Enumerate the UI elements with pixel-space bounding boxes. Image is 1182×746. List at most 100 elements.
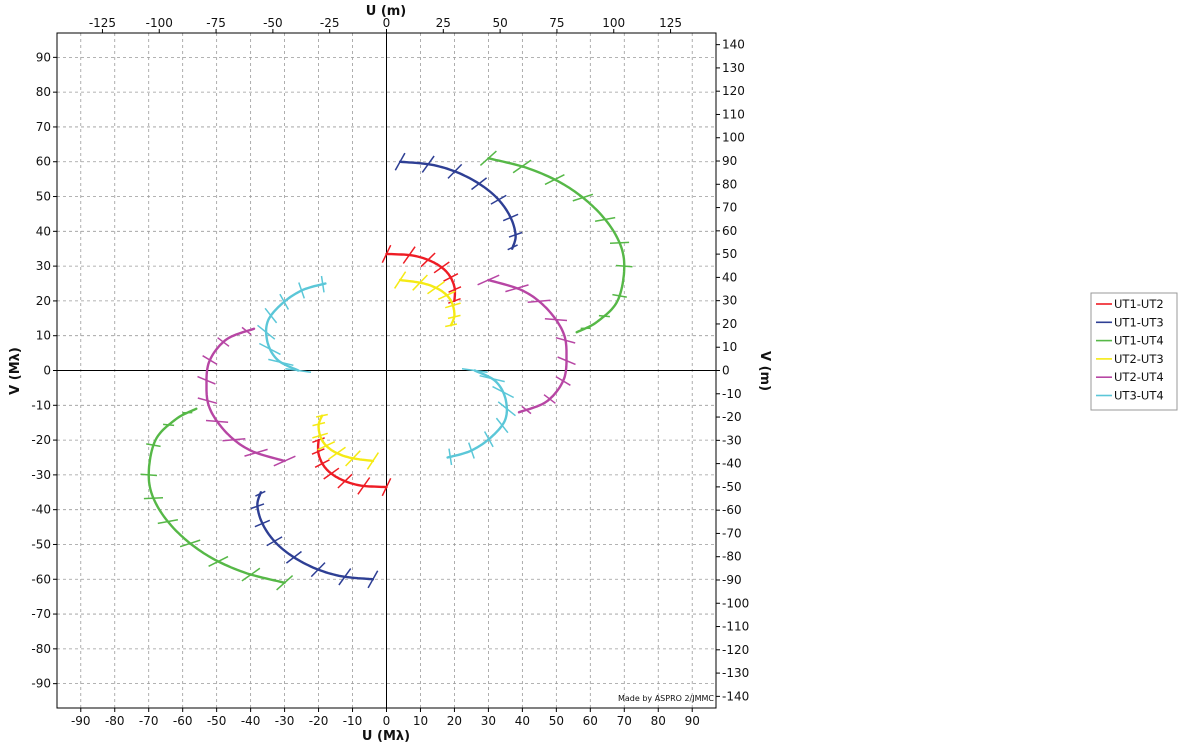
series-ut1-ut3 bbox=[250, 152, 523, 589]
bottom-tick-label: 80 bbox=[651, 714, 666, 728]
right-tick-label: -60 bbox=[722, 503, 742, 517]
hatch-mark-ut2-ut3 bbox=[437, 290, 456, 300]
top-tick-label: 100 bbox=[602, 16, 625, 30]
hatch-mark-ut3-ut4 bbox=[495, 417, 509, 434]
hatch-mark-ut2-ut4 bbox=[521, 405, 532, 415]
hatch-mark-ut1-ut3 bbox=[367, 570, 379, 589]
hatch-mark-ut1-ut2 bbox=[402, 246, 416, 264]
left-tick-label: 40 bbox=[36, 224, 51, 238]
hatch-mark-ut2-ut4 bbox=[241, 326, 252, 336]
right-tick-label: -110 bbox=[722, 620, 749, 634]
left-tick-label: -70 bbox=[31, 607, 51, 621]
left-tick-label: 0 bbox=[43, 364, 51, 378]
hatch-mark-ut1-ut3 bbox=[338, 568, 352, 586]
hatch-mark-ut1-ut2 bbox=[381, 244, 392, 264]
right-tick-label: -80 bbox=[722, 550, 742, 564]
right-tick-label: 80 bbox=[722, 177, 737, 191]
right-tick-label: -120 bbox=[722, 643, 749, 657]
hatch-mark-ut2-ut4 bbox=[244, 448, 268, 457]
hatch-mark-ut2-ut4 bbox=[557, 356, 576, 366]
hatch-mark-ut3-ut4 bbox=[320, 275, 325, 293]
legend-label-ut1-ut4: UT1-UT4 bbox=[1114, 334, 1164, 348]
left-tick-label: -10 bbox=[31, 398, 51, 412]
legend-label-ut1-ut3: UT1-UT3 bbox=[1114, 315, 1164, 329]
bottom-tick-label: -40 bbox=[241, 714, 261, 728]
bottom-tick-label: -10 bbox=[343, 714, 363, 728]
hatch-mark-ut1-ut4 bbox=[157, 518, 179, 525]
hatch-mark-ut1-ut4 bbox=[143, 496, 164, 500]
bottom-tick-label: -30 bbox=[275, 714, 295, 728]
right-tick-label: 70 bbox=[722, 201, 737, 215]
hatch-mark-ut2-ut4 bbox=[205, 419, 229, 423]
top-tick-label: 0 bbox=[383, 16, 391, 30]
hatch-mark-ut3-ut4 bbox=[448, 448, 453, 466]
bottom-tick-label: -90 bbox=[71, 714, 91, 728]
hatch-mark-ut3-ut4 bbox=[492, 385, 515, 399]
right-tick-label: -100 bbox=[722, 596, 749, 610]
right-tick-label: -10 bbox=[722, 387, 742, 401]
bottom-tick-label: 20 bbox=[447, 714, 462, 728]
hatch-mark-ut3-ut4 bbox=[257, 324, 276, 340]
right-axis-title: V (m) bbox=[757, 351, 772, 391]
series-ut1-ut2 bbox=[311, 244, 462, 497]
hatch-mark-ut3-ut4 bbox=[258, 342, 281, 356]
left-tick-label: 80 bbox=[36, 85, 51, 99]
hatch-mark-ut1-ut2 bbox=[448, 286, 462, 293]
series-ut2-ut4 bbox=[197, 274, 576, 467]
legend: UT1-UT2 UT1-UT3 UT1-UT4 UT2-UT3 UT2-UT4 UT3-U… bbox=[1090, 292, 1178, 411]
bottom-axis-title: U (Mλ) bbox=[362, 729, 410, 744]
hatch-mark-ut2-ut3 bbox=[447, 314, 461, 320]
legend-box bbox=[1090, 292, 1178, 411]
hatch-mark-ut1-ut4 bbox=[598, 314, 610, 318]
left-tick-label: 20 bbox=[36, 294, 51, 308]
top-axis-title: U (m) bbox=[366, 4, 407, 19]
top-tick-label: -125 bbox=[89, 16, 116, 30]
hatch-mark-ut2-ut4 bbox=[555, 336, 576, 344]
series-ut2-ut3 bbox=[312, 271, 461, 470]
bottom-tick-label: 70 bbox=[617, 714, 632, 728]
hatch-mark-ut1-ut4 bbox=[615, 264, 633, 268]
hatch-mark-ut2-ut3 bbox=[412, 274, 428, 291]
hatch-mark-ut2-ut3 bbox=[393, 271, 407, 289]
hatch-mark-ut1-ut3 bbox=[255, 490, 266, 497]
hatch-mark-ut1-ut3 bbox=[285, 550, 302, 564]
bottom-tick-label: 50 bbox=[549, 714, 564, 728]
hatch-mark-ut1-ut3 bbox=[421, 155, 435, 173]
right-tick-label: 110 bbox=[722, 107, 745, 121]
top-tick-label: 50 bbox=[492, 16, 507, 30]
left-tick-label: -90 bbox=[31, 677, 51, 691]
hatch-mark-ut1-ut4 bbox=[208, 555, 229, 567]
hatch-mark-ut2-ut3 bbox=[312, 432, 329, 439]
hatch-mark-ut2-ut3 bbox=[345, 450, 361, 467]
legend-label-ut3-ut4: UT3-UT4 bbox=[1114, 389, 1164, 403]
left-tick-label: -20 bbox=[31, 433, 51, 447]
left-tick-label: -40 bbox=[31, 503, 51, 517]
credit-text: Made by ASPRO 2/JMMC bbox=[618, 694, 714, 703]
hatch-mark-ut1-ut4 bbox=[241, 567, 261, 582]
bottom-tick-label: 60 bbox=[583, 714, 598, 728]
hatch-mark-ut2-ut3 bbox=[315, 413, 328, 418]
right-tick-label: 120 bbox=[722, 84, 745, 98]
left-tick-label: 90 bbox=[36, 50, 51, 64]
top-tick-label: -75 bbox=[206, 16, 226, 30]
hatch-mark-ut1-ut3 bbox=[502, 213, 519, 222]
right-tick-label: 40 bbox=[722, 270, 737, 284]
hatch-mark-ut1-ut2 bbox=[311, 448, 325, 455]
hatch-mark-ut1-ut2 bbox=[381, 477, 392, 497]
hatch-mark-ut3-ut4 bbox=[461, 367, 488, 374]
series-ut3-ut4 bbox=[257, 275, 516, 466]
bottom-tick-label: 0 bbox=[383, 714, 391, 728]
hatch-mark-ut1-ut3 bbox=[254, 519, 271, 528]
hatch-mark-ut2-ut4 bbox=[273, 455, 296, 467]
right-tick-label: -40 bbox=[722, 457, 742, 471]
hatch-mark-ut1-ut3 bbox=[507, 244, 518, 251]
series-ut1-ut4 bbox=[140, 150, 633, 591]
left-axis-title: V (Mλ) bbox=[8, 347, 23, 395]
hatch-mark-ut2-ut4 bbox=[202, 355, 218, 366]
left-tick-label: -80 bbox=[31, 642, 51, 656]
bottom-tick-label: 30 bbox=[481, 714, 496, 728]
hatch-mark-ut2-ut4 bbox=[197, 375, 216, 385]
right-tick-label: 60 bbox=[722, 224, 737, 238]
hatch-mark-ut3-ut4 bbox=[483, 431, 494, 448]
bottom-tick-label: -60 bbox=[173, 714, 193, 728]
